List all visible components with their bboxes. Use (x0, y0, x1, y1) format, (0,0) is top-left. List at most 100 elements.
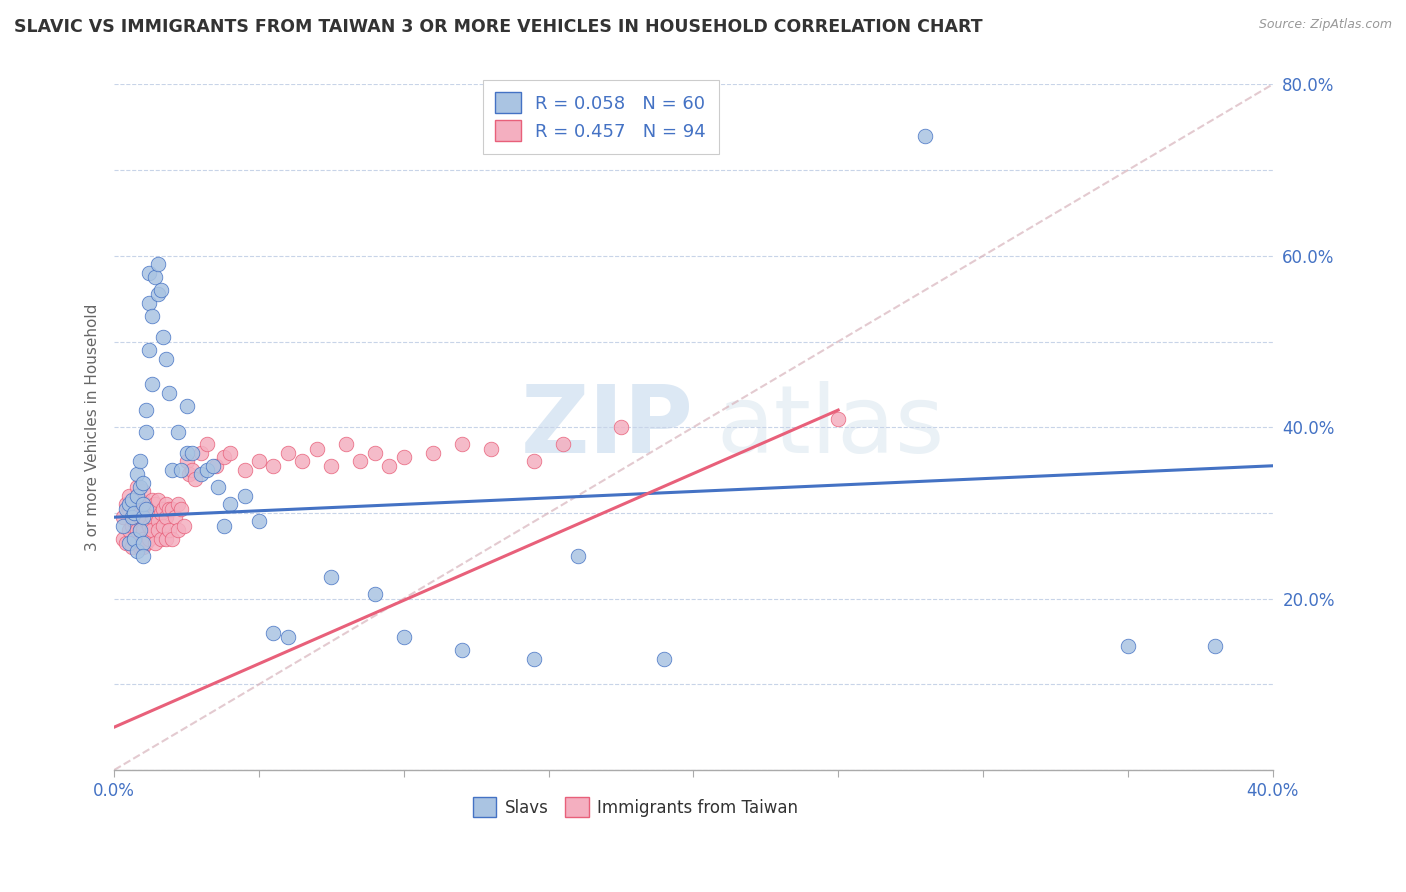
Point (129, 540, 152, 554)
Point (157, 386, 180, 401)
Point (132, 549, 155, 563)
Point (124, 532, 146, 546)
Point (124, 493, 146, 508)
Point (364, 587, 387, 601)
Point (127, 544, 149, 558)
Point (219, 497, 242, 511)
Point (127, 480, 149, 494)
Point (132, 510, 155, 524)
Point (167, 497, 190, 511)
Point (163, 510, 186, 524)
Point (1204, 639, 1226, 653)
Point (155, 510, 177, 524)
Point (124, 532, 146, 546)
Point (176, 454, 198, 468)
Point (349, 454, 371, 468)
Point (247, 454, 270, 468)
Point (127, 536, 149, 550)
Point (138, 266, 160, 280)
Point (132, 540, 155, 554)
Point (141, 309, 163, 323)
Point (176, 446, 198, 460)
Point (523, 651, 546, 665)
Text: atlas: atlas (717, 381, 945, 474)
Point (132, 506, 155, 520)
Point (132, 527, 155, 541)
Point (170, 501, 193, 516)
Point (135, 501, 157, 516)
Point (129, 493, 152, 508)
Point (167, 425, 190, 439)
Point (121, 497, 143, 511)
Point (305, 442, 328, 456)
Point (321, 570, 343, 584)
Point (118, 489, 141, 503)
Point (129, 480, 152, 494)
Point (138, 343, 160, 357)
Point (135, 403, 157, 417)
Text: Source: ZipAtlas.com: Source: ZipAtlas.com (1258, 18, 1392, 31)
Point (1116, 639, 1139, 653)
Point (155, 532, 177, 546)
Point (124, 501, 146, 516)
Y-axis label: 3 or more Vehicles in Household: 3 or more Vehicles in Household (86, 303, 100, 551)
Point (291, 454, 314, 468)
Point (149, 506, 172, 520)
Point (146, 287, 169, 301)
Point (152, 501, 174, 516)
Point (135, 515, 157, 529)
Point (149, 283, 172, 297)
Point (141, 523, 163, 537)
Point (152, 330, 174, 344)
Point (195, 437, 218, 451)
Point (914, 128, 936, 143)
Point (121, 493, 143, 508)
Point (190, 467, 212, 482)
Point (132, 536, 155, 550)
Point (654, 651, 676, 665)
Point (141, 493, 163, 508)
Point (138, 518, 160, 533)
Point (146, 515, 169, 529)
Point (114, 497, 136, 511)
Point (127, 489, 149, 503)
Point (111, 518, 134, 533)
Point (138, 296, 160, 310)
Point (247, 515, 270, 529)
Text: SLAVIC VS IMMIGRANTS FROM TAIWAN 3 OR MORE VEHICLES IN HOUSEHOLD CORRELATION CHA: SLAVIC VS IMMIGRANTS FROM TAIWAN 3 OR MO… (14, 18, 983, 36)
Point (422, 446, 444, 460)
Point (135, 536, 157, 550)
Point (160, 532, 183, 546)
Point (135, 501, 157, 516)
Point (118, 501, 141, 516)
Point (141, 377, 163, 392)
Point (129, 523, 152, 537)
Point (132, 497, 155, 511)
Point (132, 510, 155, 524)
Point (143, 536, 166, 550)
Point (277, 446, 299, 460)
Point (152, 518, 174, 533)
Point (121, 510, 143, 524)
Point (233, 489, 256, 503)
Point (567, 549, 589, 563)
Point (129, 454, 152, 468)
Point (155, 497, 177, 511)
Point (111, 510, 134, 524)
Point (827, 411, 849, 425)
Point (127, 467, 149, 482)
Point (176, 399, 198, 413)
Point (138, 532, 160, 546)
Point (181, 463, 204, 477)
Point (212, 450, 235, 465)
Point (132, 497, 155, 511)
Point (170, 463, 193, 477)
Point (146, 523, 169, 537)
Point (364, 446, 387, 460)
Point (610, 420, 633, 434)
Point (132, 532, 155, 546)
Point (132, 518, 155, 533)
Point (124, 515, 146, 529)
Point (155, 351, 177, 366)
Point (551, 437, 574, 451)
